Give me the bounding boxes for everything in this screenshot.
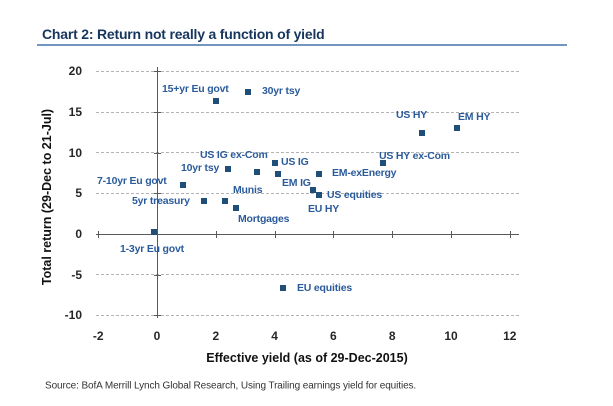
y-axis-title: Total return (29-Dec to 21-Jul)	[40, 108, 54, 286]
data-point-marker	[233, 204, 240, 211]
y-axis-tick	[153, 71, 161, 73]
chart-title: Chart 2: Return not really a function of…	[42, 26, 325, 42]
data-point-label: EM-exEnergy	[332, 167, 397, 179]
data-point-marker	[418, 130, 425, 137]
data-point-label: US IG	[281, 156, 309, 168]
data-point-label: 15+yr Eu govt	[162, 83, 229, 95]
y-axis-line	[157, 67, 158, 318]
data-point-marker	[221, 198, 228, 205]
y-tick-label: 20	[68, 64, 82, 79]
data-point-marker	[380, 160, 387, 167]
data-point-label: US HY	[396, 109, 428, 121]
data-point-label: US HY ex-Com	[379, 150, 450, 162]
x-axis-tick	[451, 231, 452, 238]
data-point-label: EM HY	[458, 111, 491, 123]
data-point-marker	[151, 229, 158, 236]
data-point-marker	[274, 170, 281, 177]
data-point-label: 30yr tsy	[262, 85, 301, 97]
gridline	[96, 70, 519, 72]
data-point-marker	[180, 182, 187, 189]
x-axis-tick	[157, 231, 158, 238]
y-axis-tick	[153, 193, 161, 195]
data-point-label: Mortgages	[238, 213, 290, 225]
title-underline	[37, 44, 567, 46]
y-tick-label: -10	[64, 308, 82, 323]
gridline	[96, 314, 519, 316]
y-tick-label: -5	[71, 267, 82, 282]
y-axis-tick	[153, 274, 161, 276]
x-axis-tick	[215, 231, 217, 238]
x-tick-label: 0	[153, 329, 161, 343]
x-axis-line	[96, 234, 519, 235]
data-point-label: EM IG	[282, 177, 311, 189]
data-point-marker	[245, 88, 252, 95]
data-point-marker	[315, 170, 322, 177]
x-tick-label: 12	[503, 329, 517, 343]
y-tick-label: 5	[75, 186, 82, 201]
data-point-label: EU equities	[297, 282, 352, 294]
data-point-marker	[271, 160, 278, 167]
x-tick-label: 8	[388, 329, 396, 343]
x-axis-tick	[333, 231, 335, 238]
data-point-marker	[280, 284, 287, 291]
x-axis-title: Effective yield (as of 29-Dec-2015)	[206, 351, 408, 365]
x-tick-label: 4	[271, 329, 278, 343]
data-point-marker	[315, 191, 322, 198]
gridline	[96, 274, 519, 276]
gridline	[96, 111, 519, 113]
x-tick-label: 10	[444, 329, 458, 343]
source-note: Source: BofA Merrill Lynch Global Resear…	[45, 380, 417, 392]
x-axis-tick	[509, 231, 511, 238]
x-tick-label: 2	[212, 329, 220, 343]
data-point-label: 7-10yr Eu govt	[97, 175, 167, 187]
y-tick-label: 0	[75, 227, 82, 241]
x-tick-label: 6	[330, 329, 337, 343]
data-point-label: 1-3yr Eu govt	[120, 243, 184, 255]
x-tick-label: -2	[92, 329, 104, 343]
gridline	[96, 152, 519, 154]
data-point-label: 5yr treasury	[132, 195, 190, 207]
data-point-label: 10yr tsy	[181, 162, 220, 174]
y-tick-label: 15	[68, 105, 82, 120]
data-point-label: US IG ex-Com	[200, 149, 268, 161]
y-axis-tick	[153, 112, 161, 114]
data-point-label: EU HY	[308, 203, 340, 215]
y-axis-tick	[153, 152, 161, 154]
data-point-marker	[253, 169, 260, 176]
data-point-label: US equities	[327, 189, 382, 201]
y-tick-label: 10	[68, 145, 82, 160]
data-point-label: Munis	[233, 184, 263, 196]
data-point-marker	[453, 125, 460, 132]
data-point-marker	[201, 198, 208, 205]
x-axis-tick	[274, 231, 276, 238]
data-point-marker	[224, 165, 231, 172]
data-point-marker	[212, 98, 219, 105]
data-point-marker	[309, 187, 316, 194]
y-axis-tick	[153, 315, 161, 317]
x-axis-tick	[392, 231, 394, 238]
gridline	[96, 192, 519, 194]
x-axis-tick	[98, 231, 100, 238]
